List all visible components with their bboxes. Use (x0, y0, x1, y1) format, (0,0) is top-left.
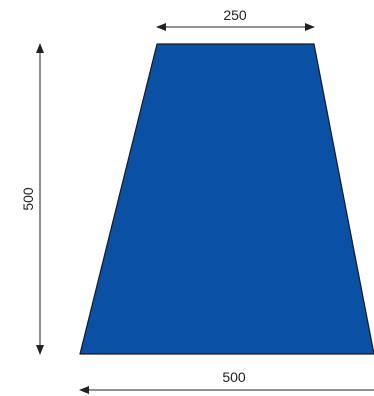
trapezoid-shape (79, 43, 374, 355)
height-dimension-label: 500 (20, 187, 36, 211)
top-dimension-label: 250 (223, 7, 247, 23)
bottom-dimension-label: 500 (222, 369, 246, 385)
